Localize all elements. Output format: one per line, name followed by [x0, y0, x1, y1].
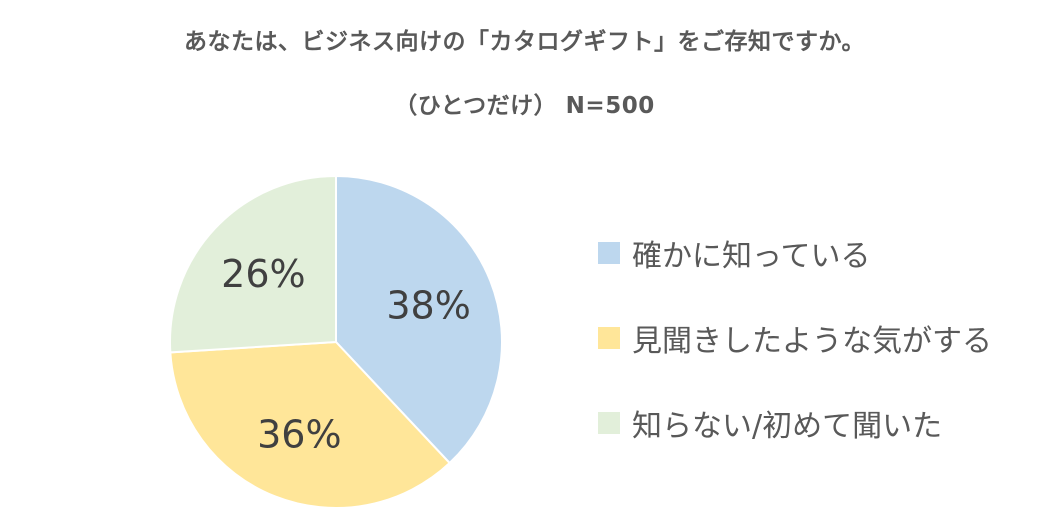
legend-swatch-unknown — [598, 411, 620, 434]
legend-label-unknown: 知らない/初めて聞いた — [632, 408, 943, 444]
chart-title-line2: （ひとつだけ） N=500 — [394, 93, 655, 119]
pie-label-unknown: 26% — [221, 252, 305, 296]
chart-title-line1: あなたは、ビジネス向けの「カタログギフト」をご存知ですか。 — [183, 29, 866, 55]
legend-swatch-known — [598, 241, 620, 264]
legend-label-known: 確かに知っている — [632, 238, 871, 274]
legend: 確かに知っている 見聞きしたような気がする 知らない/初めて聞いた — [598, 210, 992, 465]
legend-swatch-heard — [598, 326, 620, 349]
legend-item-known: 確かに知っている — [598, 210, 992, 295]
legend-label-heard: 見聞きしたような気がする — [632, 323, 992, 359]
pie-slices — [169, 174, 503, 509]
pie-labels: 38% 36% 26% — [221, 252, 471, 457]
pie-slice-known — [335, 174, 503, 465]
legend-item-heard: 見聞きしたような気がする — [598, 295, 992, 380]
pie-slice-unknown — [169, 174, 337, 354]
pie-label-known: 38% — [386, 283, 470, 327]
pie-slice-heard — [169, 340, 452, 509]
pie-label-heard: 36% — [257, 413, 341, 457]
legend-item-unknown: 知らない/初めて聞いた — [598, 380, 992, 465]
